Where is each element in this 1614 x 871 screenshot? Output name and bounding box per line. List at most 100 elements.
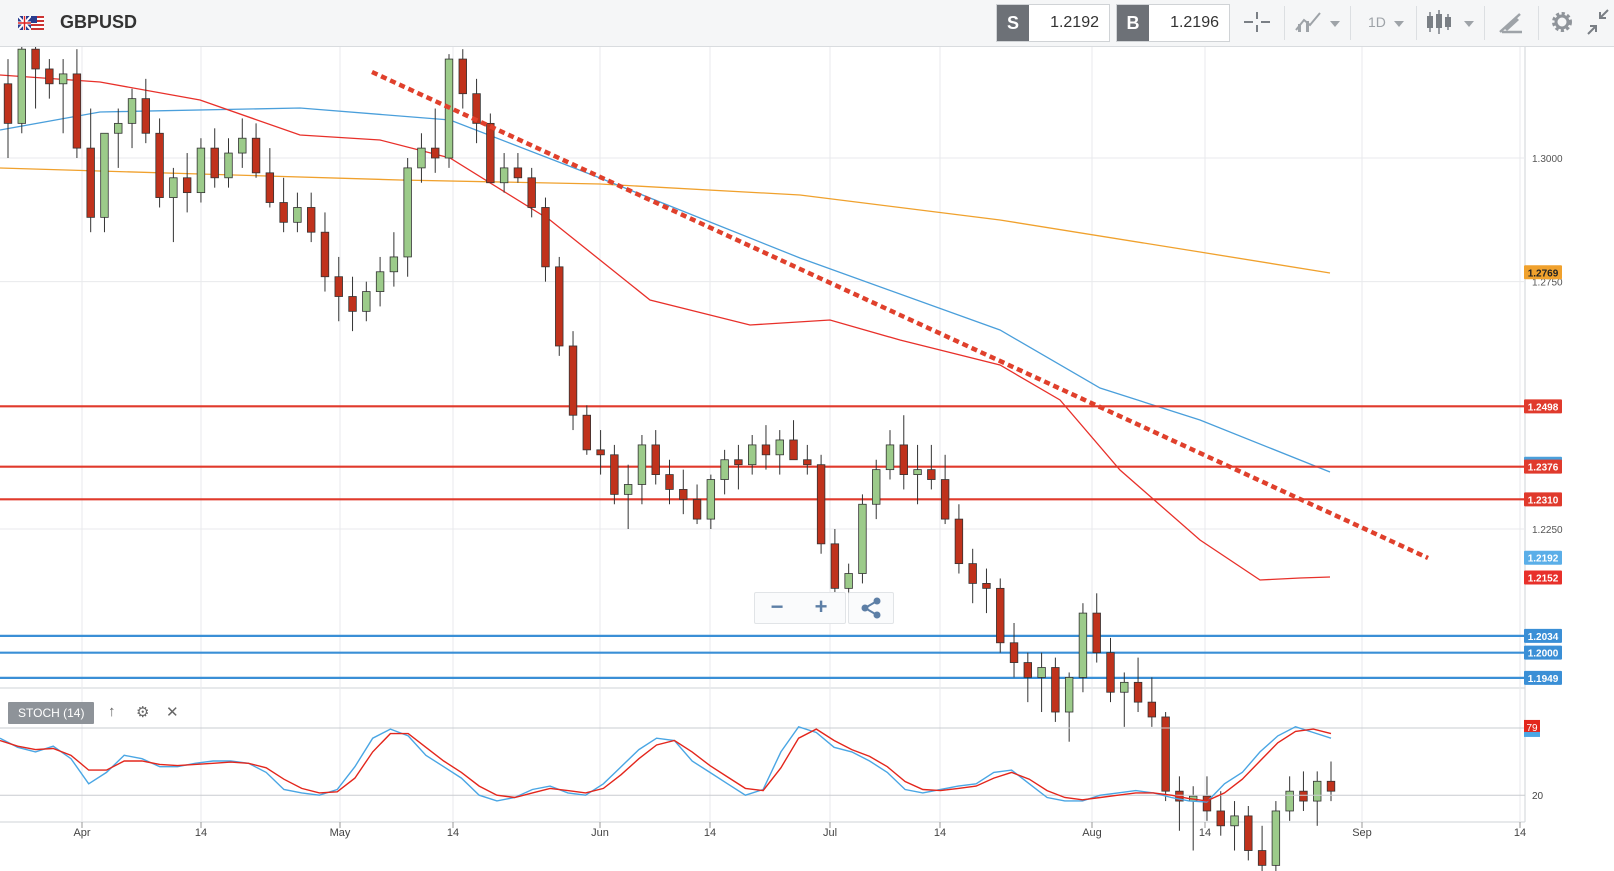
candle <box>679 469 688 515</box>
candle <box>527 167 536 218</box>
x-tick-label: 14 <box>447 827 459 839</box>
y-tick-label: 1.2250 <box>1532 525 1563 536</box>
candle <box>1202 776 1212 821</box>
candle-body <box>1106 652 1115 693</box>
chart-type-button[interactable] <box>1290 4 1346 40</box>
candle <box>100 132 109 233</box>
candle <box>747 435 757 475</box>
price-axis-label-bg <box>1524 459 1562 474</box>
candlestick-icon <box>1427 10 1451 34</box>
candle-body <box>913 469 922 475</box>
candle <box>1244 806 1253 861</box>
candle-body <box>1120 681 1129 693</box>
candle-body <box>58 73 68 85</box>
timeframe-select[interactable]: 1D <box>1356 4 1412 40</box>
candle <box>196 138 206 203</box>
candle-body <box>720 459 729 480</box>
candle <box>555 256 564 356</box>
candle <box>238 118 247 168</box>
candle-body <box>1244 815 1253 851</box>
candle <box>954 504 964 574</box>
stoch-k-line <box>0 725 1332 803</box>
zoom-in-button[interactable]: + <box>814 594 828 619</box>
candle-body <box>100 132 109 218</box>
candle <box>265 148 275 208</box>
drawing-tool-button[interactable] <box>1488 4 1534 40</box>
candle <box>224 138 233 188</box>
candle <box>1092 593 1101 663</box>
candle-body <box>692 498 702 520</box>
candle-body <box>45 68 54 85</box>
candle <box>499 153 509 193</box>
x-tick-label: 14 <box>704 827 716 839</box>
candle-body <box>858 503 867 574</box>
candle-body <box>1147 701 1157 718</box>
arrow-up-icon[interactable]: ↑ <box>108 703 116 720</box>
price-axis-label: 1.2310 <box>1524 492 1562 507</box>
price-axis-label-bg <box>1524 399 1562 414</box>
buy-button[interactable]: B 1.2196 <box>1116 4 1230 42</box>
candle <box>596 430 605 475</box>
crosshair-button[interactable] <box>1234 4 1280 40</box>
candle <box>17 34 26 134</box>
candle-body <box>679 489 688 500</box>
candle-body <box>431 147 440 159</box>
candle-body <box>927 469 936 480</box>
sell-price: 1.2192 <box>1050 14 1099 31</box>
stoch-indicator-label[interactable]: STOCH (14) <box>8 702 95 724</box>
x-tick-label: 14 <box>934 827 946 839</box>
candle-body <box>293 207 302 223</box>
sell-label: S <box>997 5 1029 41</box>
candle-body <box>872 469 881 505</box>
candle <box>334 256 343 322</box>
candle <box>182 153 192 213</box>
x-tick-label: Jul <box>823 827 837 839</box>
candle-body <box>320 231 330 278</box>
zoom-out-button[interactable]: − <box>770 594 784 619</box>
candle <box>1064 672 1074 742</box>
x-tick-label: 14 <box>1199 827 1211 839</box>
candle <box>403 158 412 277</box>
candle <box>940 454 950 525</box>
candle <box>458 49 467 109</box>
price-axis-label: 1.2152 <box>1524 570 1562 585</box>
candle <box>1161 712 1170 802</box>
candle-body <box>1078 612 1088 678</box>
candle <box>1009 622 1019 678</box>
share-button[interactable] <box>848 592 894 624</box>
ma-short-line <box>0 74 1331 581</box>
candle-body <box>996 587 1005 644</box>
candle <box>1147 677 1157 727</box>
candle <box>1023 652 1033 703</box>
price-axis-label-bg <box>1524 628 1562 643</box>
candle-body <box>665 474 674 490</box>
candle-body <box>486 122 495 184</box>
price-axis-label: 1.2498 <box>1524 399 1562 414</box>
price-axis-label-text: 1.2034 <box>1528 632 1559 643</box>
price-axis-label-text: 1.2769 <box>1528 268 1559 279</box>
candle-body <box>265 172 275 203</box>
candle-body <box>610 454 619 495</box>
gear-icon[interactable]: ⚙ <box>136 704 150 721</box>
x-tick-label: Jun <box>591 827 609 839</box>
candle-body <box>238 137 247 154</box>
expand-button[interactable] <box>1584 4 1612 40</box>
candle-body <box>706 479 716 520</box>
sell-button[interactable]: S 1.2192 <box>996 4 1110 42</box>
candle-body <box>1051 667 1060 713</box>
candle-body <box>1257 850 1267 866</box>
candle-body <box>816 464 826 545</box>
candle-body <box>1230 815 1239 827</box>
candle-body <box>844 573 853 589</box>
candle-body <box>72 73 82 149</box>
close-icon[interactable]: ✕ <box>166 704 179 721</box>
price-axis-label-bg <box>1524 492 1562 507</box>
candle <box>1257 825 1267 871</box>
settings-button[interactable] <box>1542 4 1582 40</box>
candle <box>1313 771 1322 826</box>
candle-body <box>114 122 123 134</box>
price-axis-label: 1.2192 <box>1524 550 1562 565</box>
candle <box>651 430 660 485</box>
candle-style-button[interactable] <box>1420 4 1480 40</box>
